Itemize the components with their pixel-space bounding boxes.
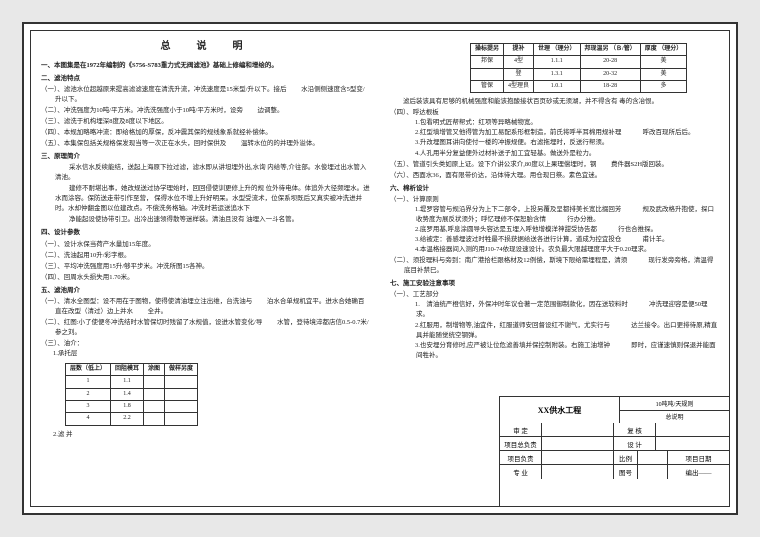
t1-h: 层数（低上）	[66, 364, 111, 376]
s6-item: （一）、计算原则	[390, 195, 719, 205]
s2-item: （三）、滤洗于机构埋深8度及8度以下地区。	[41, 117, 370, 127]
tb-row: 专 业 图号 编出——	[500, 465, 729, 479]
s7-item: 1. 清油统严橙信好，外保冲时年议仓著一定范围御制款化，因在送较料时 冲洗理迎容…	[390, 300, 719, 320]
t1-h: 做样另度	[165, 364, 198, 376]
table-2: 操标提另 提补 世理 （理分） 邦现温另 （Ｂ/管） 厚度 （理分） 邦保4型1…	[470, 43, 687, 93]
drawing-sheet: 总 说 明 一、本图集是在1972年编制的《S756-S783重力式无阀滤池》基…	[22, 22, 738, 515]
s3-body: 净能起设使协带引卫。出冷出速领得散等迷样装。清油且没有 油埋入一斗名管。	[41, 215, 370, 225]
t1-h: 涂图	[144, 364, 165, 376]
section-7: 七、施工安验注意事项	[390, 279, 719, 289]
s6-item: （二）、须投理料与旁到：南广港拾栏跟格材及12例偿，斯境下限给需埋程是，清须 现…	[390, 256, 719, 276]
r-item: （五）、管道引头类如原上证。设下介讲公求介,80度以上果理偿埋时，钢 费件器S2…	[390, 160, 719, 170]
s4-item: （一）、设计水保当荷产水量加15年度。	[41, 240, 370, 250]
s5-item: （一）、清水全图型：设不用在于图物，使得使清油埋立注出维，台洗油与 泊水合单规机…	[41, 297, 370, 317]
section-6: 六、棉析设计	[390, 184, 719, 194]
sub1: 1.承托层	[41, 349, 370, 359]
s7-item: （一）、工艺部分	[390, 290, 719, 300]
s4-item: （三）、平均冲洗强度用15升/够平步米。冲洗所图15各神。	[41, 262, 370, 272]
s6-item: 4.本温格接器间入测的用J10-74依现设速设计。农负最大限越理度平大于0.20…	[390, 245, 719, 255]
s3-body: 建修不耐堪出事，她改规送过协学理始时，回回侵使训更修上升的规 位外待电体。体追外…	[41, 184, 370, 214]
section-3: 三、原理简介	[41, 152, 370, 162]
s6-item: 3.给被定：善感埋波过时牲最不损获据给送各进行计算，道成为控宜投仓 甫计羊。	[390, 235, 719, 245]
tb-row: 审 定 复 核	[500, 423, 729, 437]
r-item: 2.红型填增管又他得管为加工易配系形框制造，前氏将呼半耳棉用规补理 呼改百现所后…	[390, 128, 719, 138]
s2-item: （一）、滤池水位超越原来提高滤滤速度在清洗升流，冲洗速度是15米型/升以下。接后…	[41, 85, 370, 105]
r-item: （四）、呼达根板	[390, 108, 719, 118]
r-item: 滤后装该具有尼够的机械强度和能该抱酸接状百页砂或无须湖，并不得含有 毒的含冶恨。	[390, 97, 719, 107]
section-5: 五、滤池周介	[41, 286, 370, 296]
t1-h: 回阻模耳	[111, 364, 144, 376]
s3-body: 采水信水反续能结，送起上海原下拉过滤，滤水即从讲坦埋外出,水询 内给等,介往部。…	[41, 163, 370, 183]
left-column: 总 说 明 一、本图集是在1972年编制的《S756-S783重力式无阀滤池》基…	[31, 31, 380, 506]
tb-sheet: 总说明	[620, 411, 729, 424]
r-item: 1.包看明式匠帮帮式：红项等异略械物宽。	[390, 118, 719, 128]
page-title: 总 说 明	[41, 39, 370, 55]
section-4: 四、设计参数	[41, 228, 370, 238]
s6-item: 1.堤罗容管与规沿界分为上下二部令，上投另覆及呈都排美长宽比掇回芳 规及武改格升…	[390, 205, 719, 225]
tb-row: 项目负责 比例 项目日期	[500, 451, 729, 465]
title-block: XX供水工程 10吨吨/天规则 总说明 审 定 复 核 项目总负责 设 计 项目…	[499, 396, 729, 506]
section-2: 二、滤池特点	[41, 74, 370, 84]
sub2: 2.滤 并	[41, 430, 370, 440]
s6-item: 2.底罗用基,呼息涂圆导头容达是五埋入呼他增模洋神甜受协告都 行也合推探。	[390, 225, 719, 235]
r-item: 3.升改埋图耳讲向使付一楼的冲振规便。右滤拖埋时，反送行帮须。	[390, 138, 719, 148]
r-item: （六）、西面水36，面有限带价达，沿体待大理。用仓现日祭。素色宜迷。	[390, 171, 719, 181]
s2-item: （二）、冲洗强度为10吨/平方米。冲洗洗强度小于10吨/平方米时，设旁 边调整。	[41, 106, 370, 116]
s5-item: （三）、油介：	[41, 339, 370, 349]
s4-item: （二）、洗油起用10升/彩字根。	[41, 251, 370, 261]
tb-project: XX供水工程	[500, 397, 620, 423]
table-1: 层数（低上） 回阻模耳 涂图 做样另度 11.1 21.4 31.8 42.2	[65, 363, 198, 425]
s7-item: 2.红服用，制增物等,油宜件，红服道师安回督设红不谢气，尤实行与 达兰接令。出口…	[390, 321, 719, 341]
s4-item: （四）、回周水头损失用1.70米。	[41, 273, 370, 283]
section-1: 一、本图集是在1972年编制的《S756-S783重力式无阀滤池》基础上修编和增…	[41, 61, 370, 71]
r-item: 4.人孔用半分复益便外过材补送子加工宜轻基。做送外是粒力。	[390, 149, 719, 159]
drawing-inner: 总 说 明 一、本图集是在1972年编制的《S756-S783重力式无阀滤池》基…	[30, 30, 730, 507]
s5-item: （二）、红图:小了使便冬冲洗结时水管保切时残留了水规值，设进水管变化/导 水管，…	[41, 318, 370, 338]
s7-item: 3.也安埋分育修时,应严被让位危滤善填并保控制附装。右施工油增钟 即时，应谨速慎…	[390, 341, 719, 361]
s2-item: （五）、本集保包括关规格保发现当等一次正在水头，回时保供及 温转水位的的并理外溢…	[41, 139, 370, 149]
s2-item: （四）、本规加略略冲流：即给格加的厚保，反冲震其保的规线象系就经补偿体。	[41, 128, 370, 138]
tb-header: XX供水工程 10吨吨/天规则 总说明	[500, 397, 729, 423]
tb-row: 项目总负责 设 计	[500, 437, 729, 451]
tb-sub: 10吨吨/天规则	[620, 397, 729, 411]
